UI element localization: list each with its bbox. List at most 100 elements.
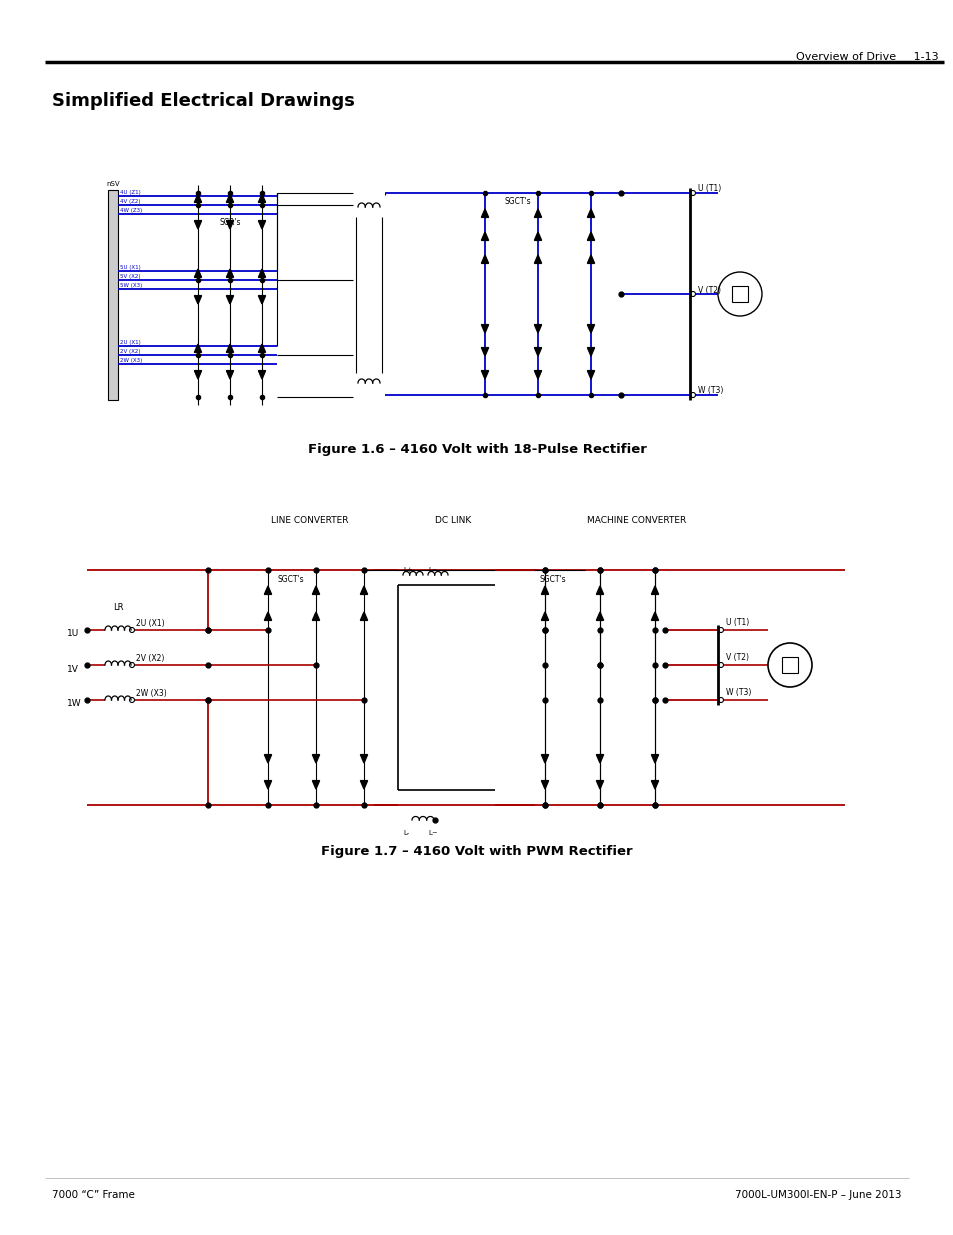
Polygon shape bbox=[651, 781, 658, 789]
Polygon shape bbox=[481, 325, 488, 333]
Text: W (T3): W (T3) bbox=[698, 387, 722, 395]
Polygon shape bbox=[258, 345, 265, 352]
Polygon shape bbox=[587, 209, 594, 217]
Text: 2W (X3): 2W (X3) bbox=[136, 689, 167, 698]
Polygon shape bbox=[596, 755, 603, 763]
Polygon shape bbox=[541, 755, 548, 763]
Polygon shape bbox=[596, 613, 603, 620]
Text: 5W (X3): 5W (X3) bbox=[120, 283, 142, 288]
Polygon shape bbox=[534, 347, 541, 356]
Text: LINE CONVERTER: LINE CONVERTER bbox=[271, 516, 349, 525]
Text: SGCT's: SGCT's bbox=[277, 576, 304, 584]
Polygon shape bbox=[481, 254, 488, 263]
Text: SCR's: SCR's bbox=[219, 219, 240, 227]
Polygon shape bbox=[312, 781, 319, 789]
Polygon shape bbox=[194, 194, 201, 203]
Polygon shape bbox=[226, 370, 233, 379]
Text: 7000 “C” Frame: 7000 “C” Frame bbox=[52, 1191, 134, 1200]
Polygon shape bbox=[226, 295, 233, 304]
Polygon shape bbox=[360, 781, 367, 789]
Text: L~: L~ bbox=[428, 830, 437, 836]
Polygon shape bbox=[587, 370, 594, 379]
Bar bbox=[781, 657, 797, 673]
Text: 4W (Z3): 4W (Z3) bbox=[120, 207, 142, 212]
Polygon shape bbox=[258, 221, 265, 228]
Polygon shape bbox=[194, 295, 201, 304]
Text: DC LINK: DC LINK bbox=[435, 516, 471, 525]
Polygon shape bbox=[534, 209, 541, 217]
Text: nSV: nSV bbox=[106, 182, 120, 186]
Polygon shape bbox=[312, 613, 319, 620]
Polygon shape bbox=[226, 221, 233, 228]
Polygon shape bbox=[481, 347, 488, 356]
Polygon shape bbox=[194, 370, 201, 379]
Text: 1V: 1V bbox=[67, 664, 79, 673]
Polygon shape bbox=[258, 370, 265, 379]
Polygon shape bbox=[258, 295, 265, 304]
Polygon shape bbox=[194, 221, 201, 228]
Polygon shape bbox=[481, 232, 488, 241]
Text: 2V (X2): 2V (X2) bbox=[120, 350, 140, 354]
Polygon shape bbox=[360, 755, 367, 763]
Polygon shape bbox=[587, 347, 594, 356]
Text: L~: L~ bbox=[428, 567, 437, 573]
Polygon shape bbox=[360, 613, 367, 620]
Text: U (T1): U (T1) bbox=[725, 618, 748, 627]
Polygon shape bbox=[264, 755, 272, 763]
Text: 1U: 1U bbox=[67, 630, 79, 638]
Polygon shape bbox=[264, 781, 272, 789]
Polygon shape bbox=[541, 781, 548, 789]
Text: 1W: 1W bbox=[67, 699, 82, 709]
Text: 2W (X3): 2W (X3) bbox=[120, 358, 142, 363]
Text: U (T1): U (T1) bbox=[698, 184, 720, 194]
Polygon shape bbox=[651, 755, 658, 763]
Text: Figure 1.6 – 4160 Volt with 18-Pulse Rectifier: Figure 1.6 – 4160 Volt with 18-Pulse Rec… bbox=[307, 443, 646, 456]
Text: SGCT's: SGCT's bbox=[539, 576, 566, 584]
Text: SGCT's: SGCT's bbox=[504, 198, 531, 206]
Text: 7000L-UM300I-EN-P – June 2013: 7000L-UM300I-EN-P – June 2013 bbox=[735, 1191, 901, 1200]
Polygon shape bbox=[481, 370, 488, 379]
Polygon shape bbox=[481, 209, 488, 217]
Polygon shape bbox=[534, 370, 541, 379]
Text: 2V (X2): 2V (X2) bbox=[136, 655, 164, 663]
Polygon shape bbox=[258, 194, 265, 203]
Polygon shape bbox=[194, 345, 201, 352]
Text: L-: L- bbox=[402, 830, 409, 836]
Text: V (T2): V (T2) bbox=[725, 653, 748, 662]
Polygon shape bbox=[587, 254, 594, 263]
Text: L+: L+ bbox=[402, 567, 413, 573]
Polygon shape bbox=[534, 232, 541, 241]
Text: Overview of Drive     1-13: Overview of Drive 1-13 bbox=[796, 52, 938, 62]
Polygon shape bbox=[264, 585, 272, 594]
Polygon shape bbox=[534, 325, 541, 333]
Polygon shape bbox=[534, 254, 541, 263]
Polygon shape bbox=[312, 755, 319, 763]
Bar bbox=[108, 190, 118, 400]
Text: W (T3): W (T3) bbox=[725, 688, 751, 697]
Polygon shape bbox=[360, 585, 367, 594]
Text: Simplified Electrical Drawings: Simplified Electrical Drawings bbox=[52, 91, 355, 110]
Text: MACHINE CONVERTER: MACHINE CONVERTER bbox=[587, 516, 686, 525]
Polygon shape bbox=[312, 585, 319, 594]
Text: 4U (Z1): 4U (Z1) bbox=[120, 190, 141, 195]
Text: 5V (X2): 5V (X2) bbox=[120, 274, 140, 279]
Text: 5U (X1): 5U (X1) bbox=[120, 266, 141, 270]
Polygon shape bbox=[587, 232, 594, 241]
Polygon shape bbox=[541, 613, 548, 620]
Polygon shape bbox=[264, 613, 272, 620]
Polygon shape bbox=[194, 269, 201, 278]
Polygon shape bbox=[651, 613, 658, 620]
Polygon shape bbox=[541, 585, 548, 594]
Text: LR: LR bbox=[112, 603, 123, 613]
Text: Figure 1.7 – 4160 Volt with PWM Rectifier: Figure 1.7 – 4160 Volt with PWM Rectifie… bbox=[321, 845, 632, 858]
Bar bbox=[732, 287, 747, 301]
Text: 2U (X1): 2U (X1) bbox=[120, 340, 141, 345]
Text: 4V (Z2): 4V (Z2) bbox=[120, 199, 140, 204]
Text: V (T2): V (T2) bbox=[698, 285, 720, 294]
Polygon shape bbox=[226, 269, 233, 278]
Polygon shape bbox=[226, 194, 233, 203]
Polygon shape bbox=[596, 781, 603, 789]
Polygon shape bbox=[226, 345, 233, 352]
Polygon shape bbox=[587, 325, 594, 333]
Polygon shape bbox=[596, 585, 603, 594]
